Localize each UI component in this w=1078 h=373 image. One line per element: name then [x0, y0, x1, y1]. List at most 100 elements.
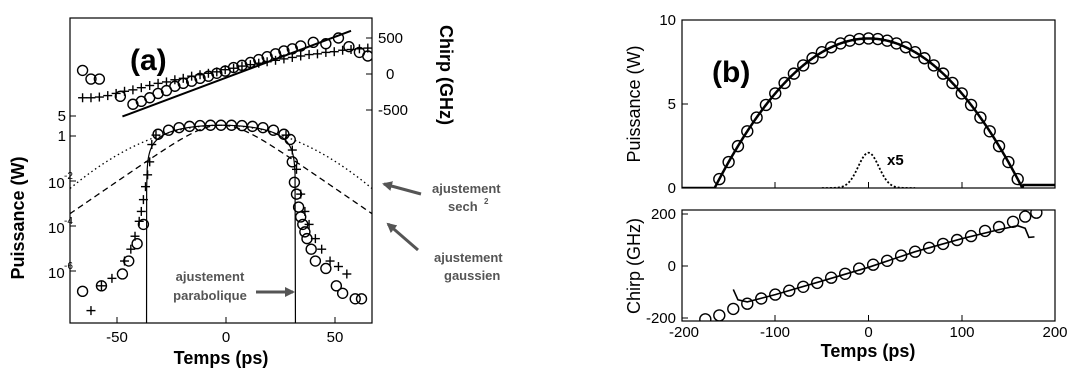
y-tick-exponent: -6	[64, 261, 73, 272]
parabolic-fit-curve	[145, 124, 297, 323]
y-tick-label: 1	[58, 128, 66, 145]
chirp-cross-marker	[170, 75, 180, 85]
power-circle-marker	[76, 285, 89, 298]
power-cross-marker	[304, 219, 314, 229]
power-cross-marker	[120, 256, 130, 266]
chirp-cross-marker	[78, 93, 88, 103]
power-cross-marker	[147, 140, 157, 150]
power-circle-marker	[797, 59, 810, 72]
chirp-cross-marker	[203, 68, 213, 78]
y-tick-label: 5	[58, 108, 66, 125]
y-tick-label: 0	[668, 258, 676, 275]
power-circle-marker	[257, 121, 269, 134]
chirp-cross-marker	[296, 51, 306, 61]
chirp-cross-marker	[329, 47, 339, 57]
panel-b-top-plot-area	[682, 32, 1055, 188]
chirp-cross-marker	[187, 71, 197, 81]
panel-b-top-x-ticks	[681, 182, 1056, 188]
panel-b-x-axis-title: Temps (ps)	[821, 341, 916, 361]
power-circle-marker	[278, 128, 290, 140]
chirp-cross-marker	[262, 57, 272, 67]
panel-a: (a) -50 0 50 Temps (ps) 5 1 10 -2 10 -4 …	[8, 17, 503, 368]
chirp-circle-marker	[76, 64, 89, 77]
power-cross-marker	[281, 130, 291, 140]
power-cross-marker	[325, 256, 335, 266]
power-circle-marker	[862, 32, 875, 45]
power-circle-marker	[852, 32, 866, 46]
power-cross-marker	[136, 206, 146, 216]
chirp-circle-marker	[93, 73, 106, 85]
power-cross-marker	[287, 145, 297, 155]
x-tick-label: 200	[1042, 324, 1067, 341]
power-circle-marker	[309, 255, 322, 267]
chirp-circle-marker	[908, 245, 922, 258]
power-circle-marker	[1011, 172, 1024, 186]
y-tick-label: 5	[668, 96, 676, 113]
power-circle-marker	[1002, 155, 1015, 169]
gauss-annotation-line2: gaussien	[444, 268, 500, 283]
chirp-circle-marker	[825, 271, 838, 284]
power-cross-marker	[107, 273, 117, 283]
chirp-cross-marker	[145, 81, 155, 91]
chirp-cross-marker	[312, 49, 322, 59]
power-circle-marker	[899, 41, 912, 54]
gauss-annotation-line1: ajustement	[434, 250, 503, 265]
chirp-circle-marker	[811, 276, 824, 290]
power-circle-marker	[778, 76, 791, 90]
power-cross-marker	[143, 170, 153, 180]
chirp-cross-marker	[220, 65, 230, 75]
chirp-cross-marker	[271, 55, 281, 65]
power-cross-marker	[138, 195, 148, 205]
power-circle-markers	[713, 32, 1024, 186]
panel-a-plot-area	[70, 29, 372, 323]
power-cross-marker	[141, 182, 150, 192]
panel-b-top-frame	[681, 19, 1056, 189]
power-circle-marker	[299, 226, 311, 238]
panel-b-label: (b)	[712, 56, 750, 89]
power-circle-marker	[834, 37, 847, 50]
input-pulse-curve	[821, 151, 916, 188]
chirp-cross-marker	[229, 63, 239, 73]
chirp-circle-marker	[936, 237, 950, 251]
y-tick-exponent: -2	[64, 171, 73, 182]
power-circle-marker	[162, 124, 175, 136]
power-circle-marker	[918, 52, 931, 65]
panel-a-power-ticks: 5 1 10 -2 10 -4 10 -6	[48, 108, 76, 282]
x-tick-label: 0	[222, 329, 230, 346]
panel-b-bottom-axis-title: Chirp (GHz)	[624, 218, 644, 314]
x-tick-label: 50	[327, 329, 344, 346]
chirp-circle-marker	[741, 297, 754, 310]
power-circle-marker	[267, 124, 280, 136]
power-circle-marker	[336, 287, 349, 299]
chirp-circle-marker	[992, 220, 1006, 234]
sech-annotation-exponent: 2	[484, 197, 489, 206]
chirp-circle-marker	[1018, 210, 1032, 223]
chirp-circle-marker	[797, 280, 810, 293]
panel-b-top-axis-title: Puissance (W)	[624, 45, 644, 162]
chirp-circle-marker	[755, 292, 768, 305]
power-circle-marker	[305, 243, 317, 255]
chirp-cross-marker	[346, 45, 356, 55]
power-circle-marker	[750, 111, 763, 124]
y-tick-label: 10	[659, 12, 676, 29]
chirp-circle-marker	[85, 73, 97, 85]
chirp-cross-marker	[94, 92, 104, 102]
chirp-circle-marker	[922, 241, 936, 255]
y-tick-label: -200	[646, 310, 676, 327]
chirp-cross-marker	[128, 85, 138, 95]
power-circle-marker	[286, 156, 299, 168]
power-circle-marker	[320, 262, 332, 275]
chirp-cross-marker	[321, 47, 331, 57]
sech2-fit-curve	[70, 124, 372, 215]
power-circle-marker	[880, 34, 894, 47]
power-circle-marker	[116, 268, 129, 280]
power-circle-marker	[927, 59, 940, 72]
panel-a-x-ticks: -50 0 50	[106, 317, 343, 346]
y-tick-exponent: -4	[64, 216, 73, 227]
x-tick-label: -50	[106, 329, 128, 346]
panel-a-chirp-ticks: 500 0 -500	[366, 30, 408, 119]
x-tick-label: -200	[669, 324, 699, 341]
chirp-circle-marker	[894, 249, 908, 262]
power-circle-marker	[152, 128, 164, 140]
